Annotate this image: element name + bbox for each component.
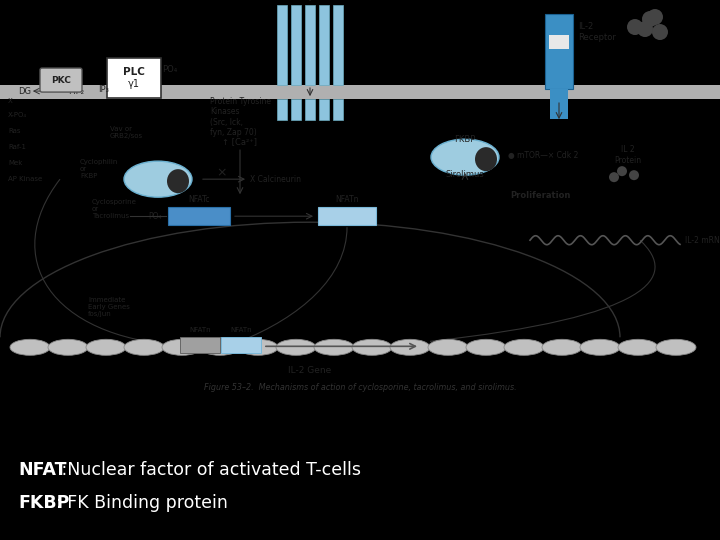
Circle shape: [637, 21, 653, 37]
Circle shape: [652, 24, 668, 40]
Text: X: X: [8, 98, 13, 104]
Text: Figure 53–2.  Mechanisms of action of cyclosporine, tacrolimus, and sirolimus.: Figure 53–2. Mechanisms of action of cyc…: [204, 383, 516, 392]
Text: IL-2 Gene: IL-2 Gene: [289, 366, 332, 375]
Text: AP Kinase: AP Kinase: [8, 176, 42, 182]
Ellipse shape: [390, 339, 430, 355]
Ellipse shape: [86, 339, 126, 355]
Text: IL-2 mRNA: IL-2 mRNA: [685, 236, 720, 245]
Ellipse shape: [238, 339, 278, 355]
Text: PLC: PLC: [123, 67, 145, 77]
Text: Raf-1: Raf-1: [8, 144, 26, 150]
Ellipse shape: [352, 339, 392, 355]
Text: : FK Binding protein: : FK Binding protein: [56, 494, 228, 512]
Ellipse shape: [466, 339, 506, 355]
Bar: [333, 5, 343, 85]
Text: PKC: PKC: [51, 76, 71, 85]
Ellipse shape: [580, 339, 620, 355]
Ellipse shape: [504, 339, 544, 355]
Ellipse shape: [475, 147, 497, 171]
Text: IP₃: IP₃: [98, 85, 109, 93]
Text: ↑ [Ca²⁺]: ↑ [Ca²⁺]: [222, 137, 257, 146]
Text: PIP₂: PIP₂: [68, 86, 84, 96]
Circle shape: [642, 11, 658, 27]
Ellipse shape: [200, 339, 240, 355]
Ellipse shape: [618, 339, 658, 355]
Text: DG: DG: [18, 86, 31, 96]
Bar: [305, 5, 315, 85]
FancyBboxPatch shape: [40, 68, 82, 92]
Text: NFATc: NFATc: [188, 195, 210, 204]
Text: Immediate
Early Genes
fos/jun: Immediate Early Genes fos/jun: [88, 298, 130, 318]
Text: IL-2
Receptor: IL-2 Receptor: [578, 22, 616, 42]
Ellipse shape: [167, 169, 189, 193]
Bar: [277, 99, 287, 120]
Text: Sirolimus: Sirolimus: [446, 170, 485, 179]
Text: NFATn: NFATn: [230, 327, 252, 333]
Text: Proliferation: Proliferation: [510, 191, 570, 200]
Bar: [305, 99, 315, 120]
Text: :Nuclear factor of activated T-cells: :Nuclear factor of activated T-cells: [56, 461, 361, 479]
Text: NFATn: NFATn: [336, 195, 359, 204]
Text: PO₄: PO₄: [162, 65, 177, 73]
Ellipse shape: [124, 161, 192, 197]
Bar: [545, 14, 573, 89]
Circle shape: [609, 172, 619, 182]
Bar: [0, 85, 720, 99]
Bar: [319, 99, 329, 120]
Text: ×: ×: [217, 167, 228, 180]
Bar: [550, 89, 568, 119]
Ellipse shape: [656, 339, 696, 355]
Ellipse shape: [276, 339, 316, 355]
Text: Ras: Ras: [8, 128, 20, 134]
Bar: [318, 207, 376, 225]
Text: Vav or
GRB2/sos: Vav or GRB2/sos: [110, 126, 143, 139]
Text: NFATn: NFATn: [189, 327, 211, 333]
Bar: [333, 99, 343, 120]
Ellipse shape: [48, 339, 88, 355]
Bar: [168, 207, 230, 225]
Ellipse shape: [542, 339, 582, 355]
Text: FKBP: FKBP: [454, 135, 476, 144]
Text: FKBP: FKBP: [18, 494, 69, 512]
Text: Mek: Mek: [8, 160, 22, 166]
Bar: [221, 338, 261, 353]
Bar: [319, 5, 329, 85]
Text: Cyclosporine
or
Tacrolimus: Cyclosporine or Tacrolimus: [92, 199, 137, 219]
Ellipse shape: [10, 339, 50, 355]
Text: PO₄: PO₄: [148, 212, 162, 221]
FancyBboxPatch shape: [107, 58, 161, 98]
Circle shape: [647, 9, 663, 25]
Bar: [291, 99, 301, 120]
Bar: [277, 5, 287, 85]
Bar: [549, 35, 569, 49]
Circle shape: [629, 170, 639, 180]
Text: Cyclophilin
or
FKBP: Cyclophilin or FKBP: [80, 159, 118, 179]
Text: ● mTOR—× Cdk 2: ● mTOR—× Cdk 2: [508, 151, 578, 160]
Text: X Calcineurin: X Calcineurin: [250, 174, 301, 184]
Text: Protein Tyrosine
Kinases
(Src, lck,
fyn, Zap 70): Protein Tyrosine Kinases (Src, lck, fyn,…: [210, 97, 271, 137]
Ellipse shape: [124, 339, 164, 355]
Text: NFAT: NFAT: [18, 461, 66, 479]
Bar: [291, 5, 301, 85]
Bar: [180, 338, 220, 353]
Ellipse shape: [428, 339, 468, 355]
Circle shape: [627, 19, 643, 35]
Text: IL 2
Protein: IL 2 Protein: [614, 145, 642, 165]
Text: γ1: γ1: [128, 79, 140, 89]
Ellipse shape: [314, 339, 354, 355]
Circle shape: [617, 166, 627, 176]
Text: X-PO₄: X-PO₄: [8, 112, 27, 118]
Ellipse shape: [431, 139, 499, 175]
Ellipse shape: [162, 339, 202, 355]
